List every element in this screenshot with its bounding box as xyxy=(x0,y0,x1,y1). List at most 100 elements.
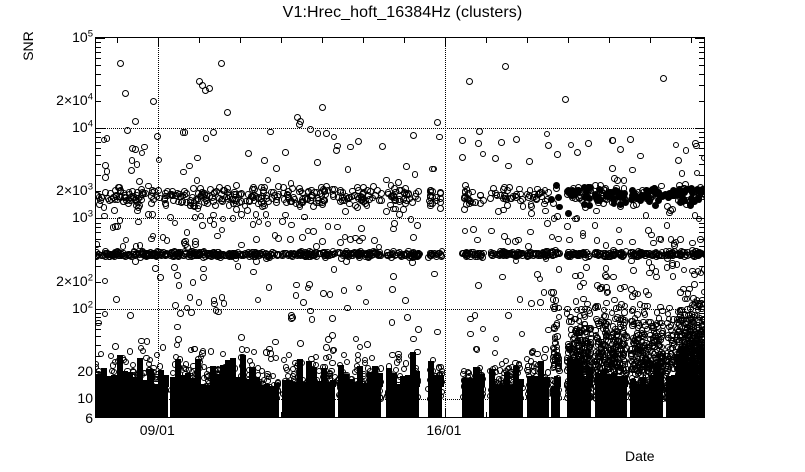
scatter-point xyxy=(409,335,417,343)
scatter-point xyxy=(593,315,600,323)
scatter-point xyxy=(259,251,267,259)
scatter-point xyxy=(567,141,575,149)
scatter-point xyxy=(691,281,698,288)
scatter-point xyxy=(167,214,174,221)
scatter-point xyxy=(336,362,344,369)
scatter-point xyxy=(620,330,627,337)
scatter-point xyxy=(473,346,481,353)
scatter-point xyxy=(499,273,506,281)
scatter-point xyxy=(176,365,184,372)
scatter-point xyxy=(127,311,134,319)
scatter-point xyxy=(697,236,704,243)
scatter-point xyxy=(502,357,509,364)
scatter-point xyxy=(616,360,623,367)
scatter-point xyxy=(211,202,219,209)
y-axis-tick-right xyxy=(699,175,704,177)
scatter-point xyxy=(128,157,136,164)
scatter-point xyxy=(96,370,102,377)
y-axis-tick xyxy=(96,128,105,130)
scatter-point xyxy=(429,356,437,364)
scatter-point xyxy=(249,376,256,383)
scatter-point xyxy=(691,299,699,306)
scatter-point xyxy=(487,386,494,394)
y-axis-tick xyxy=(96,51,101,53)
scatter-point xyxy=(499,361,506,368)
scatter-point xyxy=(555,203,563,211)
scatter-point xyxy=(132,385,140,392)
scatter-point xyxy=(436,133,443,141)
scatter-point xyxy=(668,332,675,340)
scatter-point xyxy=(618,380,626,387)
x-axis-tick-top xyxy=(608,38,610,43)
scatter-point xyxy=(689,239,696,247)
scatter-point xyxy=(301,213,308,221)
y-axis-tick xyxy=(96,344,101,346)
scatter-point xyxy=(538,188,546,196)
scatter-point xyxy=(579,395,586,402)
scatter-point xyxy=(251,348,258,355)
scatter-point xyxy=(195,299,203,306)
scatter-point xyxy=(583,264,590,271)
scatter-point xyxy=(553,184,561,192)
scatter-point xyxy=(344,166,352,173)
scatter-point xyxy=(667,236,675,243)
y-axis-tick xyxy=(96,164,101,166)
scatter-point xyxy=(180,168,187,176)
scatter-point xyxy=(603,395,610,402)
scatter-point xyxy=(695,343,703,351)
scatter-point xyxy=(608,360,615,368)
scatter-point xyxy=(672,141,680,149)
scatter-point xyxy=(577,271,584,279)
scatter-point xyxy=(354,382,361,389)
scatter-point xyxy=(545,381,552,388)
scatter-point xyxy=(525,381,532,388)
scatter-point xyxy=(631,365,639,372)
scatter-point xyxy=(677,236,684,243)
scatter-point xyxy=(132,392,139,399)
scatter-point xyxy=(537,299,544,306)
scatter-point xyxy=(360,390,368,397)
scatter-point xyxy=(466,330,474,338)
scatter-point xyxy=(640,192,648,200)
scatter-point xyxy=(611,338,618,346)
scatter-point xyxy=(689,363,696,370)
scatter-point xyxy=(666,304,673,312)
saturated-data-band xyxy=(126,372,134,387)
scatter-point xyxy=(469,188,477,196)
scatter-point xyxy=(171,264,178,272)
saturated-data-band xyxy=(395,383,402,387)
scatter-point xyxy=(265,284,273,291)
scatter-point xyxy=(153,133,161,141)
horizontal-gridline xyxy=(96,308,704,310)
scatter-point xyxy=(459,370,466,377)
scatter-point xyxy=(586,352,594,359)
y-axis-tick xyxy=(96,46,101,48)
scatter-point xyxy=(645,394,652,401)
scatter-point xyxy=(322,364,329,371)
scatter-point xyxy=(326,291,334,298)
scatter-point xyxy=(543,130,551,138)
scatter-point xyxy=(201,199,208,207)
scatter-point xyxy=(620,190,628,198)
scatter-point xyxy=(329,331,337,339)
scatter-point xyxy=(562,95,570,103)
scatter-point xyxy=(156,363,163,370)
scatter-point xyxy=(129,362,136,369)
scatter-point xyxy=(392,367,399,374)
scatter-point xyxy=(680,266,688,274)
scatter-point xyxy=(411,171,419,178)
scatter-point xyxy=(279,218,286,225)
x-axis-tick xyxy=(444,408,446,417)
scatter-point xyxy=(369,395,376,402)
scatter-point xyxy=(430,165,438,173)
y-axis-tick-right xyxy=(699,85,704,87)
scatter-point xyxy=(330,133,338,141)
scatter-point xyxy=(319,197,327,205)
scatter-point xyxy=(373,366,381,373)
x-axis-tick-top xyxy=(567,38,569,43)
scatter-point xyxy=(292,359,299,366)
scatter-point xyxy=(347,143,354,151)
scatter-point xyxy=(103,168,111,175)
y-axis-tick xyxy=(96,317,101,319)
scatter-point xyxy=(678,170,686,177)
